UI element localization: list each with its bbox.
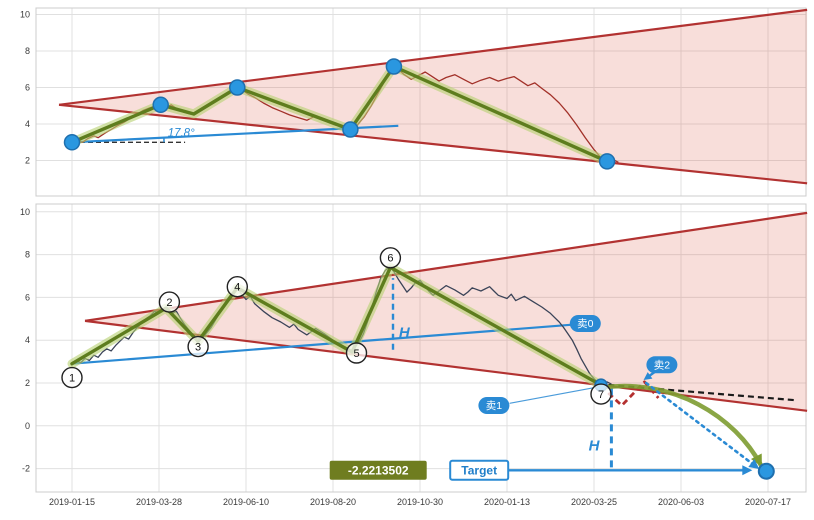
pivot-dot[interactable] bbox=[63, 134, 81, 151]
pivot-number-circle-6[interactable] bbox=[379, 247, 402, 269]
pivot-number-circle-4[interactable] bbox=[226, 276, 249, 298]
x-axis-label: 2020-06-03 bbox=[658, 497, 704, 507]
y-axis-label: 2 bbox=[25, 378, 30, 388]
pivot-number-label: 4 bbox=[234, 282, 240, 294]
pivot-number-label: 1 bbox=[69, 372, 75, 384]
pivot-number-label: 2 bbox=[166, 297, 172, 309]
y-axis-label: 4 bbox=[25, 335, 30, 345]
x-axis-label: 2020-01-13 bbox=[484, 497, 530, 507]
value-box-label: -2.2213502 bbox=[348, 463, 409, 477]
top-panel-grid bbox=[35, 7, 807, 197]
x-axis-label: 2019-10-30 bbox=[397, 497, 443, 507]
pivot-number-circle-2[interactable] bbox=[158, 291, 181, 313]
sell2-badge-label: 卖2 bbox=[654, 360, 670, 372]
pivot-number-circle-3[interactable] bbox=[187, 335, 209, 358]
pivot-number-circle-7[interactable] bbox=[590, 383, 612, 405]
pivot-number-label: 6 bbox=[387, 253, 393, 265]
bottom-broadening-wedge bbox=[84, 211, 808, 412]
sell0-trendline bbox=[71, 323, 571, 365]
pivot-number-label: 5 bbox=[353, 348, 359, 360]
sell1-leader-line bbox=[509, 387, 595, 404]
sell1-badge[interactable] bbox=[478, 397, 510, 414]
pivot-dot[interactable] bbox=[152, 96, 169, 114]
x-axis-label: 2019-08-20 bbox=[310, 497, 356, 507]
y-axis-label: -2 bbox=[22, 464, 30, 474]
y-axis-label: 10 bbox=[20, 207, 30, 217]
arrow-head bbox=[742, 465, 753, 476]
y-axis-label: 8 bbox=[25, 46, 30, 56]
x-axis-label: 2020-03-25 bbox=[571, 497, 617, 507]
x-axis-label: 2019-01-15 bbox=[49, 497, 95, 507]
x-axis-label: 2019-03-28 bbox=[136, 497, 182, 507]
pivot-dot[interactable] bbox=[342, 121, 359, 138]
pivot-number-circle-1[interactable] bbox=[61, 366, 83, 389]
value-box[interactable] bbox=[329, 460, 427, 480]
pivot-dot[interactable] bbox=[598, 153, 616, 170]
target-box-label: Target bbox=[461, 463, 497, 477]
pivot-number-circle-5[interactable] bbox=[345, 342, 368, 364]
top-broadening-wedge bbox=[58, 8, 808, 185]
pivot-number-label: 7 bbox=[598, 389, 604, 401]
target-box[interactable] bbox=[449, 459, 510, 481]
y-axis-label: 4 bbox=[25, 119, 30, 129]
arrow-head bbox=[751, 453, 762, 467]
sell0-badge-label: 卖0 bbox=[577, 318, 593, 330]
y-axis-label: 6 bbox=[25, 292, 30, 302]
arrow-head bbox=[643, 372, 653, 380]
blue-projection-arrow bbox=[644, 381, 756, 467]
sell1-badge-label: 卖1 bbox=[486, 400, 502, 412]
sell0-badge[interactable] bbox=[569, 315, 601, 332]
y-axis-label: 6 bbox=[25, 83, 30, 93]
arrow-head bbox=[748, 459, 760, 469]
pivot-dot[interactable] bbox=[385, 58, 403, 75]
pivot-number-label: 3 bbox=[195, 341, 201, 353]
x-axis-label: 2019-06-10 bbox=[223, 497, 269, 507]
angle-label: 17.8° bbox=[168, 127, 195, 139]
pivot-dot[interactable] bbox=[229, 79, 246, 96]
y-axis-label: 10 bbox=[20, 10, 30, 20]
target-dot[interactable] bbox=[757, 462, 775, 480]
y-axis-label: 0 bbox=[25, 421, 30, 431]
height-label-2: H bbox=[589, 437, 601, 454]
sell2-badge[interactable] bbox=[646, 356, 678, 374]
height-label-1: H bbox=[399, 325, 411, 342]
y-axis-label: 8 bbox=[25, 250, 30, 260]
green-projection-arrow bbox=[602, 383, 765, 470]
x-axis-label: 2020-07-17 bbox=[745, 497, 791, 507]
y-axis-label: 2 bbox=[25, 156, 30, 166]
